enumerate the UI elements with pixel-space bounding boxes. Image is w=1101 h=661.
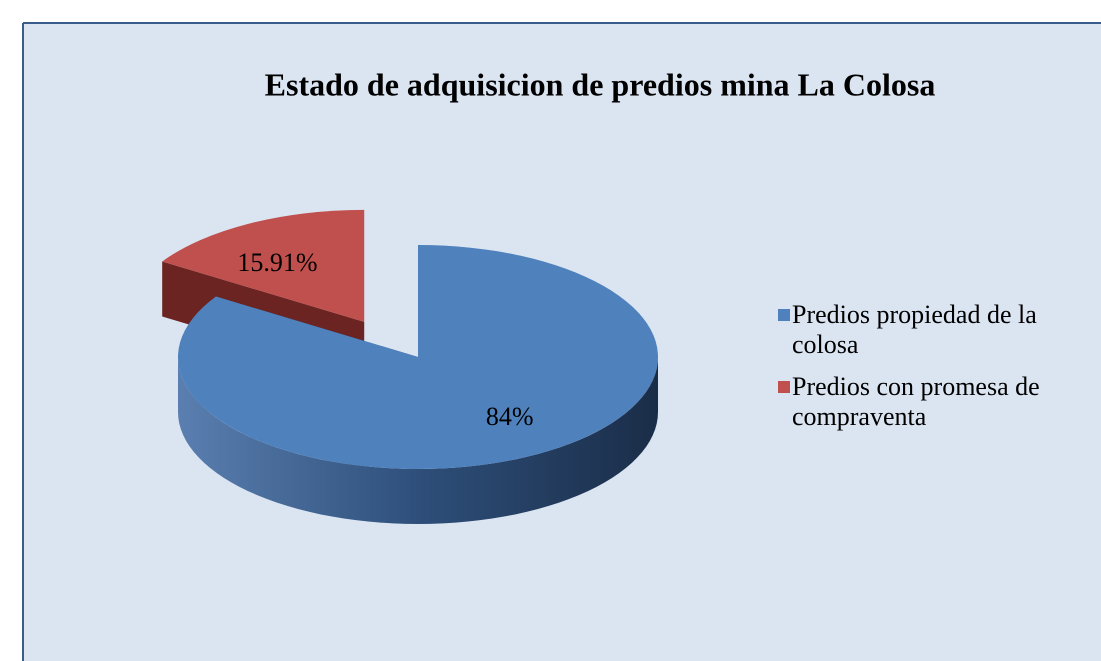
slice [178, 245, 659, 524]
chart-title: Estado de adquisicion de predios mina La… [265, 66, 936, 102]
legend-entry: Predios con promesa de compraventa [778, 372, 1098, 432]
legend-swatch [778, 309, 790, 321]
data-label: 15.91% [237, 248, 317, 277]
legend-swatch [778, 381, 790, 393]
legend-entry: Predios propiedad de la colosa [778, 300, 1098, 360]
pie: 15.91% 84% [162, 209, 659, 524]
legend: Predios propiedad de la colosa Predios co… [778, 300, 1098, 444]
data-label: 84% [486, 402, 534, 431]
slice-wall [178, 357, 658, 524]
slice-top [178, 245, 659, 469]
legend-label: Predios con promesa de compraventa [792, 372, 1040, 431]
legend-label: Predios propiedad de la colosa [792, 300, 1037, 359]
slice-top [162, 209, 365, 322]
